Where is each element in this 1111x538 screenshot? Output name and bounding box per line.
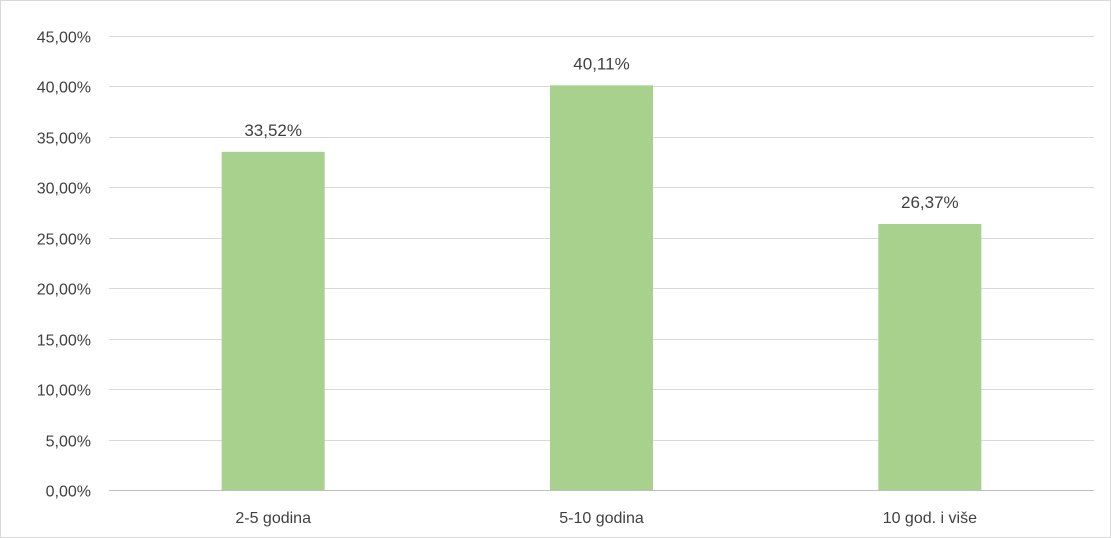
bar	[878, 223, 982, 490]
y-axis-ticks: 0,00% 5,00% 10,00% 15,00% 20,00% 25,00% 30,00%…	[37, 30, 91, 501]
y-tick-label: 40,00%	[37, 80, 91, 97]
bars	[221, 85, 982, 491]
y-tick-label: 5,00%	[46, 434, 91, 451]
y-tick-label: 10,00%	[37, 383, 91, 400]
y-tick-label: 15,00%	[37, 333, 91, 350]
x-axis-ticks: 2-5 godina 5-10 godina 10 god. i više	[235, 510, 977, 527]
bar	[221, 151, 325, 491]
x-tick-label: 10 god. i više	[883, 510, 977, 527]
bar	[550, 85, 653, 491]
data-label: 40,11%	[573, 54, 629, 73]
data-label: 33,52%	[244, 121, 302, 140]
data-labels: 33,52% 40,11% 26,37%	[244, 54, 958, 212]
y-tick-label: 35,00%	[37, 131, 91, 148]
y-tick-label: 30,00%	[37, 181, 91, 198]
data-label: 26,37%	[901, 193, 959, 212]
y-tick-label: 25,00%	[37, 232, 91, 249]
x-tick-label: 5-10 godina	[559, 510, 644, 527]
y-tick-label: 0,00%	[46, 484, 91, 501]
x-tick-label: 2-5 godina	[235, 510, 311, 527]
y-tick-label: 45,00%	[37, 30, 91, 47]
y-tick-label: 20,00%	[37, 282, 91, 299]
